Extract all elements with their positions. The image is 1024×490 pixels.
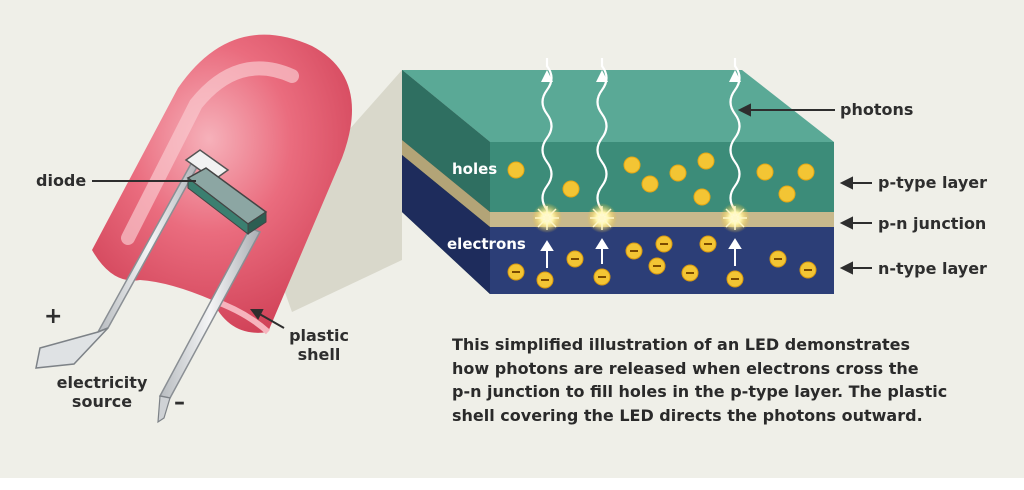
plus-sign: +: [44, 304, 63, 329]
p-type-layer-side: [402, 70, 490, 212]
photon-ray: [729, 58, 741, 211]
electricity-source-label-line: source: [71, 392, 133, 411]
minus-sign: –: [174, 390, 185, 415]
hole: [797, 163, 815, 181]
electrons-label: electrons: [447, 235, 526, 253]
p-type-layer-label: p-type layer: [878, 173, 988, 192]
holes-label: holes: [452, 160, 498, 178]
bottom-margin: [0, 478, 1024, 490]
electricity-source-label: electricity source: [46, 373, 158, 411]
photons-label: photons: [840, 100, 914, 119]
diode-chip: [184, 149, 268, 236]
hole: [778, 185, 796, 203]
caption-line: shell covering the LED directs the photo…: [452, 405, 923, 425]
hole: [693, 188, 711, 206]
caption-line: This simplified illustration of an LED d…: [452, 335, 911, 354]
photon-flashes: [532, 203, 750, 233]
hole: [756, 163, 774, 181]
electron-motion-arrows: [540, 238, 742, 268]
hole: [623, 156, 641, 174]
label-pointers: [92, 103, 872, 329]
plastic-shell-label-line: shell: [297, 345, 341, 364]
hole: [507, 161, 525, 179]
electricity-source-label-line: electricity: [56, 373, 148, 392]
hole: [562, 180, 580, 198]
plastic-shell-label-line: plastic: [289, 326, 349, 345]
hole: [669, 164, 687, 182]
holes: [507, 152, 815, 206]
p-type-layer: [490, 142, 834, 212]
photon-ray: [596, 58, 608, 211]
caption: This simplified illustration of an LED d…: [452, 333, 992, 427]
electrons: [507, 235, 817, 289]
n-type-layer-label: n-type layer: [878, 259, 987, 278]
led-leads: [35, 156, 262, 424]
semiconductor-block: [402, 70, 834, 294]
plastic-shell-label: plastic shell: [284, 326, 354, 364]
caption-line: how photons are released when electrons …: [452, 358, 919, 378]
photon-arrowheads: [541, 70, 741, 82]
caption-line: p-n junction to fill holes in the p-type…: [452, 382, 948, 401]
hole: [641, 175, 659, 193]
hole: [697, 152, 715, 170]
photon-rays: [541, 58, 741, 211]
photon-ray: [541, 58, 553, 211]
p-n-junction-label: p-n junction: [878, 214, 987, 233]
diode-label: diode: [36, 171, 87, 190]
n-type-layer-side: [402, 155, 490, 294]
